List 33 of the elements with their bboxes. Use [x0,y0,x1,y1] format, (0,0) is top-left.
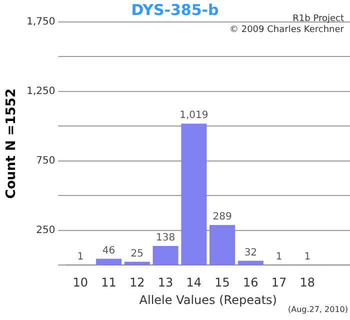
data-label: 1 [304,252,311,263]
data-label: 1,019 [180,110,208,122]
bar [152,246,178,265]
x-tick-label: 10 [72,276,88,290]
data-label: 1 [77,252,84,263]
data-label: 32 [244,247,258,258]
x-tick-label: 14 [186,276,202,290]
data-label: 1 [276,252,282,263]
bar [96,258,122,265]
x-tick-label: 15 [214,276,230,290]
data-label: 138 [156,232,176,244]
x-tick-label: 18 [300,276,316,290]
x-tick-label: 11 [101,276,116,290]
x-tick-label: 16 [243,276,258,290]
x-tick-label: 13 [158,276,174,290]
y-tick-label: 750 [36,156,56,167]
text: (Aug.27, 2010) [288,305,348,314]
x-tick-label: 12 [130,276,145,290]
y-tick-label: 1,250 [26,86,56,98]
data-label: 289 [212,212,232,223]
data-label: 46 [102,245,116,256]
bar [181,124,207,265]
y-tick-label: 250 [36,225,56,236]
data-label: 25 [130,248,144,260]
annotation: © 2009 Charles Kerchner [229,24,344,35]
x-tick-label: 17 [271,276,287,290]
y-tick-label: 1,750 [26,16,56,28]
y-axis-title: Count N =1552 [4,88,20,199]
chart-title: DYS-385-b [131,0,220,19]
bar [210,225,236,265]
annotation: R1b Project [292,14,344,24]
x-axis-title: Allele Values (Repeats) [139,292,277,307]
bar [124,262,150,265]
